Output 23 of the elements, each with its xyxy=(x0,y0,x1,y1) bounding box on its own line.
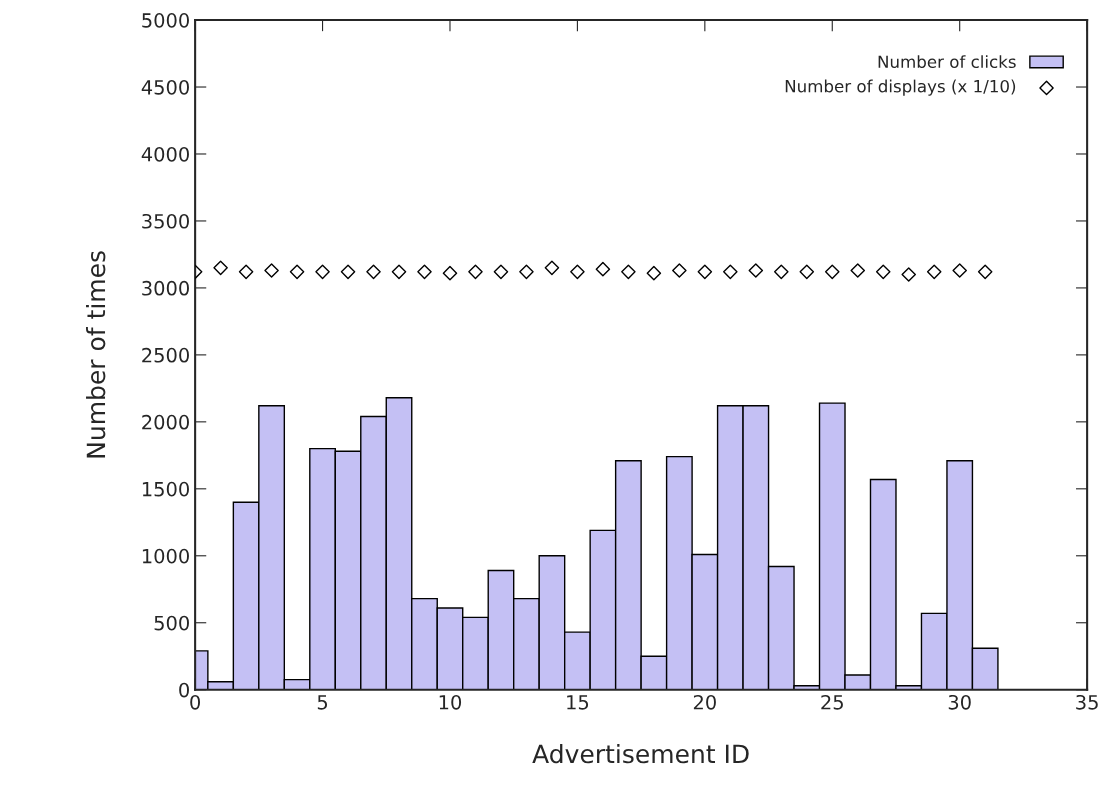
y-tick-label: 2000 xyxy=(142,414,189,430)
x-tick-label: 5 xyxy=(317,695,328,710)
y-tick-label: 1500 xyxy=(142,481,189,497)
y-tick-label: 3500 xyxy=(142,213,189,229)
x-axis-title: Advertisement ID xyxy=(532,743,749,764)
x-tick-label: 25 xyxy=(821,694,843,710)
x-tick-label: 30 xyxy=(948,694,971,710)
x-tick-label: 20 xyxy=(693,694,716,710)
y-axis-title: Number of times xyxy=(86,251,106,458)
y-tick-label: 500 xyxy=(154,615,189,631)
legend-label: Number of displays (x 1/10) xyxy=(785,79,1016,96)
y-tick-label: 0 xyxy=(179,682,189,698)
legend-label: Number of clicks xyxy=(878,55,1016,69)
y-tick-label: 2500 xyxy=(142,347,189,363)
x-tick-label: 0 xyxy=(190,694,201,710)
y-tick-label: 1000 xyxy=(142,548,189,564)
x-tick-label: 15 xyxy=(567,695,589,710)
y-tick-label: 4000 xyxy=(141,146,189,162)
x-tick-label: 10 xyxy=(439,694,462,710)
y-tick-label: 3000 xyxy=(142,280,189,296)
x-tick-label: 35 xyxy=(1076,694,1098,710)
y-tick-label: 5000 xyxy=(142,13,189,28)
y-tick-label: 4500 xyxy=(141,79,189,95)
